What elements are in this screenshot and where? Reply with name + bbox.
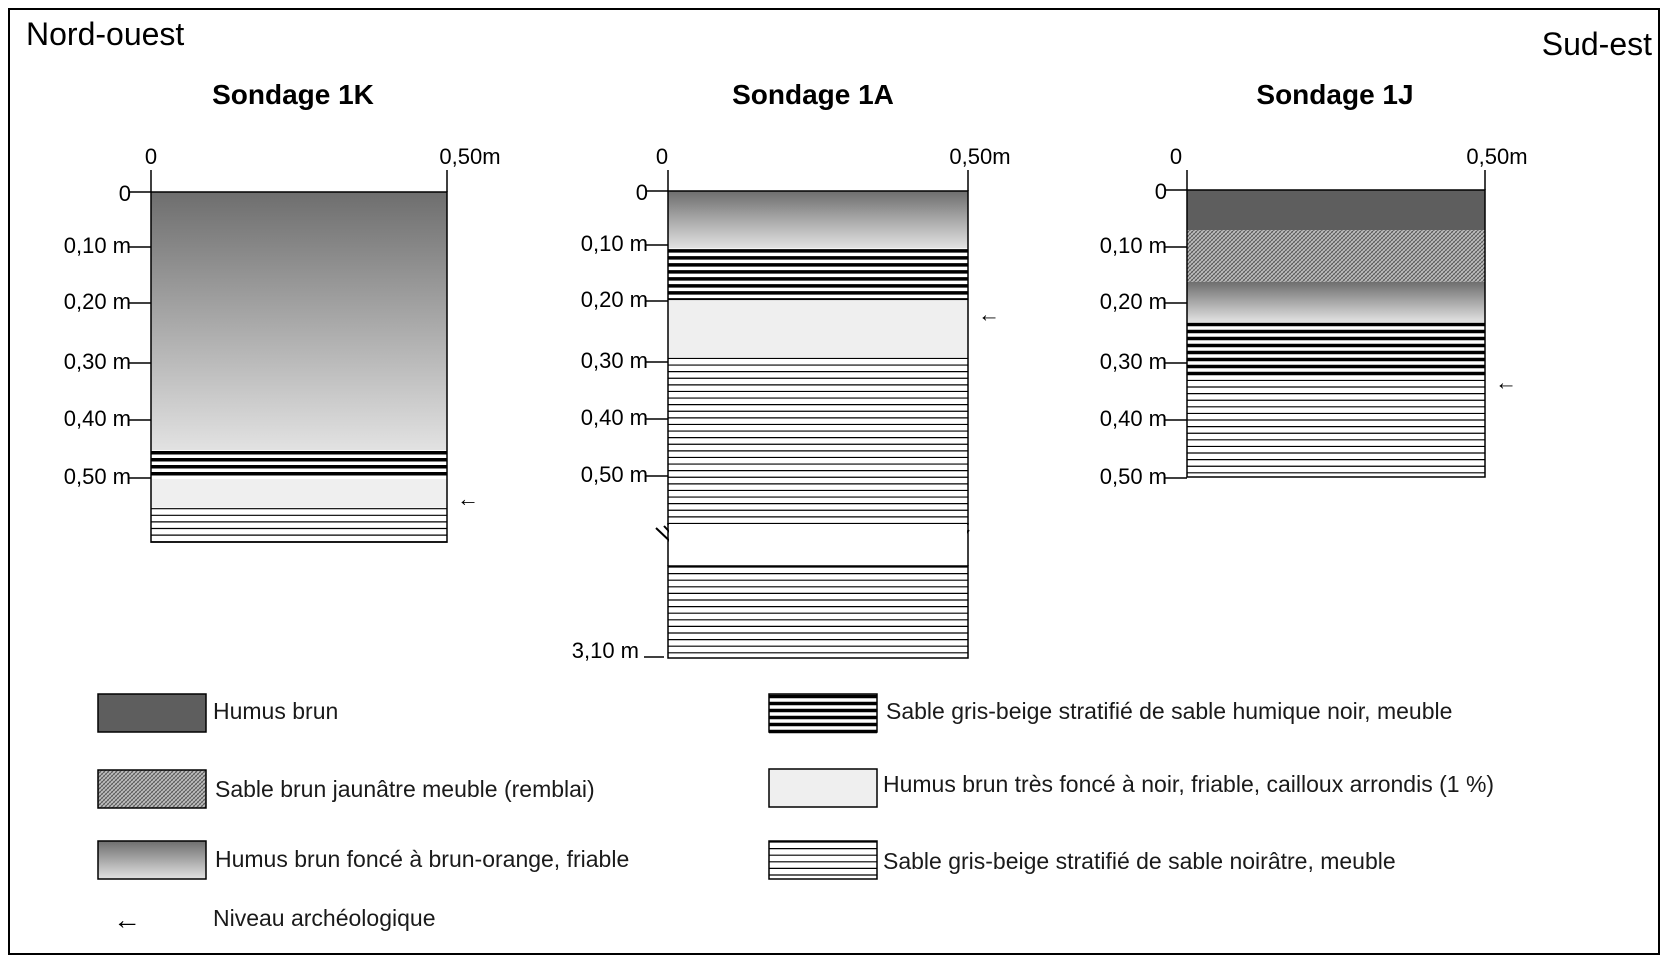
depth-label: 0,10 m [64,233,131,258]
depth-label: 0,40 m [581,405,648,430]
depth-label: 0,30 m [1100,349,1167,374]
legend-item-remblai: Sable brun jaunâtre meuble (remblai) [97,769,595,809]
layer-thin-lines [151,507,447,543]
layer-thick-lines [151,450,447,479]
depth-label: 0 [1155,179,1167,204]
layer-gradient [151,192,447,451]
legend-item-sable-noiratre: Sable gris-beige stratifié de sable noir… [768,840,1396,880]
depth-label: 0,50 m [1100,464,1167,489]
legend-swatch [768,840,878,880]
scale-start-label: 0 [1170,144,1182,169]
legend-swatch [97,840,207,880]
legend-swatch [768,768,878,808]
figure-frame [8,8,1660,955]
layer-hatched [1187,230,1485,282]
archaeological-level-arrow: ← [978,302,1000,327]
layer-light [769,769,877,807]
layer-gradient [668,191,968,249]
column-outline [667,190,969,525]
scale-start-label: 0 [656,144,668,169]
legend-label: Sable brun jaunâtre meuble (remblai) [215,776,595,802]
legend-swatch [97,769,207,809]
column-outline [150,191,448,543]
scale-end-label: 0,50m [439,144,500,169]
scale-end-label: 0,50m [1466,144,1527,169]
legend-item-humus-brun: Humus brun [97,693,338,733]
depth-label: 0,10 m [1100,233,1167,258]
depth-label: 0,20 m [581,287,648,312]
legend-item-humus-fonce: Humus brun foncé à brun-orange, friable [97,840,629,880]
depth-break: 3,10 m [572,523,970,663]
legend-swatch [768,693,878,734]
depth-label: 0,40 m [64,406,131,431]
sounding-title: Sondage 1J [1256,79,1413,110]
layer-thick-lines [668,248,968,302]
legend: Humus brun Sable brun jaunâtre meuble (r… [97,693,1494,935]
column-outline [1186,189,1486,478]
sounding-title: Sondage 1A [732,79,894,110]
legend-label: Sable gris-beige stratifié de sable humi… [886,698,1452,724]
legend-label: Humus brun foncé à brun-orange, friable [215,846,629,872]
legend-label: Sable gris-beige stratifié de sable noir… [883,848,1396,874]
layer-light [151,479,447,508]
depth-label: 0,40 m [1100,406,1167,431]
sounding-1k: Sondage 1K 0 0,50m 0 0,10 m 0,20 m 0,30 m 0,… [64,79,501,543]
depth-label: 0,20 m [64,289,131,314]
depth-label: 0,30 m [581,348,648,373]
orientation-right: Sud-est [1542,26,1652,62]
layer-thick-lines [1187,322,1485,380]
layer-thick-lines [769,694,877,734]
column-outline [667,565,969,659]
sounding-1j: Sondage 1J 0 0,50m 0 0,10 m 0,20 m 0,30 m 0,… [1100,79,1528,489]
layer-gradient [1187,281,1485,323]
depth-label: 0,30 m [64,349,131,374]
depth-label: 0 [119,181,131,206]
layer-light [668,300,968,358]
depth-label: 0,20 m [1100,289,1167,314]
depth-label: 0,10 m [581,231,648,256]
archaeological-level-arrow: ← [1495,369,1517,394]
layer-dark [1187,190,1485,231]
depth-label: 0 [636,180,648,205]
legend-label: Humus brun très foncé à noir, friable, c… [883,771,1494,797]
scale-start-label: 0 [145,144,157,169]
depth-label: 0,50 m [64,464,131,489]
layer-thin-lines [1187,379,1485,477]
layer-hatched [98,770,206,808]
layer-dark [98,694,206,732]
legend-label: Niveau archéologique [213,905,436,931]
layer-thin-lines [668,566,968,658]
bottom-depth-label: 3,10 m [572,638,639,663]
legend-swatch [97,693,207,733]
arrow-icon: ← [113,904,141,935]
layer-thin-lines [769,841,877,879]
sounding-title: Sondage 1K [212,79,374,110]
orientation-left: Nord-ouest [26,16,184,52]
lower-section [667,523,969,659]
scale-end-label: 0,50m [949,144,1010,169]
archaeological-level-arrow: ← [457,486,479,511]
sounding-1a: Sondage 1A 0 0,50m 0 0,10 m 0,20 m 0,30 m 0,… [572,79,1011,663]
layer-thin-lines [668,357,968,525]
legend-item-humus-noir: Humus brun très foncé à noir, friable, c… [768,768,1494,808]
layer-gradient [98,841,206,879]
legend-item-sable-humique: Sable gris-beige stratifié de sable humi… [768,693,1452,734]
legend-item-niveau: ← Niveau archéologique [113,904,436,935]
depth-label: 0,50 m [581,462,648,487]
legend-label: Humus brun [213,698,338,724]
